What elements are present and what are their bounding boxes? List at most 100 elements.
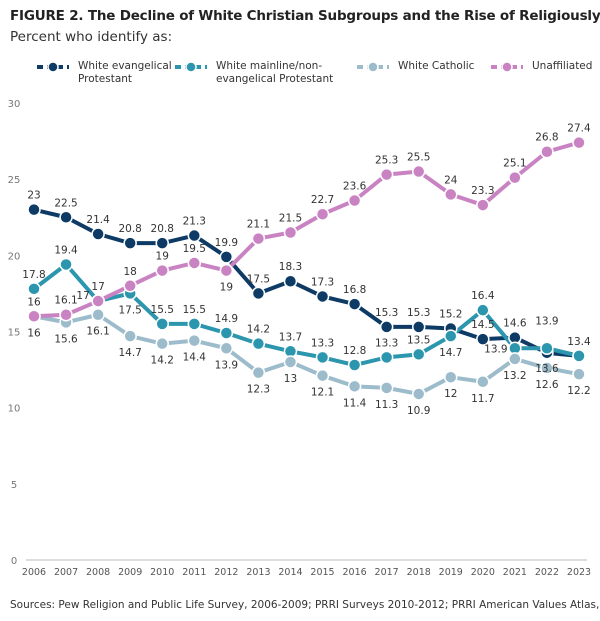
x-tick-label: 2014 — [278, 567, 302, 578]
data-point — [187, 256, 202, 270]
data-point — [315, 350, 330, 365]
data-label: 21.3 — [183, 216, 206, 228]
data-label: 27.4 — [567, 123, 591, 135]
legend-label: Protestant — [78, 73, 133, 85]
data-label: 13.4 — [567, 336, 591, 348]
series-line — [33, 207, 580, 358]
data-point — [219, 326, 234, 340]
data-point — [251, 365, 266, 380]
legend-item-catholic: White Catholic — [356, 60, 474, 73]
data-label: 20.8 — [151, 223, 174, 235]
legend-label: White Catholic — [398, 60, 475, 72]
x-tick-label: 2016 — [342, 567, 366, 578]
data-label: 14.2 — [247, 324, 270, 336]
data-label: 17.5 — [118, 304, 141, 316]
data-label: 18.3 — [279, 261, 302, 273]
data-point — [540, 341, 554, 356]
data-label: 24 — [444, 174, 458, 186]
data-label: 13.9 — [535, 315, 558, 327]
legend-label: Unaffiliated — [532, 60, 593, 72]
data-label: 13.5 — [407, 334, 430, 346]
data-point — [283, 274, 298, 288]
data-point — [91, 294, 105, 308]
data-point — [572, 135, 586, 150]
data-point — [123, 329, 137, 343]
data-point — [379, 320, 394, 334]
data-label: 20.8 — [118, 223, 141, 235]
data-label: 16.4 — [471, 290, 495, 302]
y-tick-label: 20 — [8, 251, 21, 262]
data-point — [27, 202, 41, 217]
data-point — [476, 198, 490, 212]
data-point — [315, 368, 330, 383]
data-label: 18 — [123, 266, 136, 278]
data-label: 19 — [156, 251, 169, 263]
x-tick-label: 2023 — [567, 567, 591, 578]
data-label: 15.5 — [183, 304, 206, 316]
data-point — [283, 355, 298, 369]
data-label: 25.1 — [503, 158, 526, 170]
data-point — [508, 170, 522, 185]
x-tick-label: 2019 — [439, 567, 463, 578]
data-label: 17 — [91, 281, 104, 293]
data-label: 22.5 — [54, 197, 77, 209]
data-label: 16 — [27, 327, 41, 339]
data-point — [251, 231, 266, 246]
data-label: 15.3 — [375, 307, 398, 319]
legend: White evangelical Protestant White mainli… — [36, 60, 596, 94]
data-point — [91, 227, 105, 241]
data-point — [187, 333, 202, 348]
x-tick-label: 2007 — [54, 567, 78, 578]
data-point — [315, 207, 330, 221]
data-point — [187, 317, 202, 331]
data-label: 23 — [27, 190, 40, 202]
legend-label: evangelical Protestant — [216, 73, 334, 85]
data-label: 23.3 — [471, 185, 494, 197]
x-tick-label: 2017 — [375, 567, 399, 578]
data-point — [572, 367, 586, 381]
data-label: 11.4 — [343, 397, 367, 409]
data-point — [444, 187, 458, 202]
data-point — [251, 336, 266, 351]
x-tick-label: 2020 — [471, 567, 495, 578]
data-label: 16.1 — [54, 295, 77, 307]
data-label: 14.7 — [439, 347, 462, 359]
y-tick-label: 25 — [8, 175, 21, 186]
data-label: 12.8 — [343, 345, 366, 357]
data-point — [59, 257, 73, 272]
data-label: 13.2 — [503, 370, 526, 382]
legend-marker-icon — [491, 61, 523, 73]
data-label: 19 — [220, 282, 233, 294]
data-point — [540, 144, 554, 159]
x-tick-label: 2021 — [503, 567, 527, 578]
data-label: 14.7 — [118, 347, 141, 359]
data-point — [347, 379, 362, 394]
y-tick-label: 0 — [11, 556, 17, 567]
data-label: 19.5 — [183, 243, 206, 255]
data-point — [155, 336, 169, 351]
data-label: 13.3 — [311, 337, 334, 349]
data-label: 21.5 — [279, 212, 302, 224]
data-label: 12.2 — [567, 385, 590, 397]
data-point — [123, 236, 137, 250]
data-label: 13.9 — [484, 343, 507, 355]
x-tick-label: 2010 — [150, 567, 174, 578]
data-point — [91, 307, 105, 322]
data-label: 21.1 — [247, 219, 270, 231]
data-label: 13.7 — [279, 331, 302, 343]
data-point — [411, 320, 426, 334]
legend-marker-icon — [357, 61, 389, 73]
data-label: 17.5 — [247, 273, 270, 285]
x-tick-label: 2011 — [182, 567, 206, 578]
data-point — [251, 286, 266, 301]
data-label: 17.8 — [22, 269, 45, 281]
data-label: 17 — [76, 290, 89, 302]
data-point — [476, 332, 490, 346]
x-tick-label: 2022 — [535, 567, 559, 578]
data-point — [347, 297, 362, 311]
data-point — [411, 164, 426, 179]
data-point — [508, 352, 522, 366]
legend-label: White mainline/non- — [216, 60, 323, 72]
